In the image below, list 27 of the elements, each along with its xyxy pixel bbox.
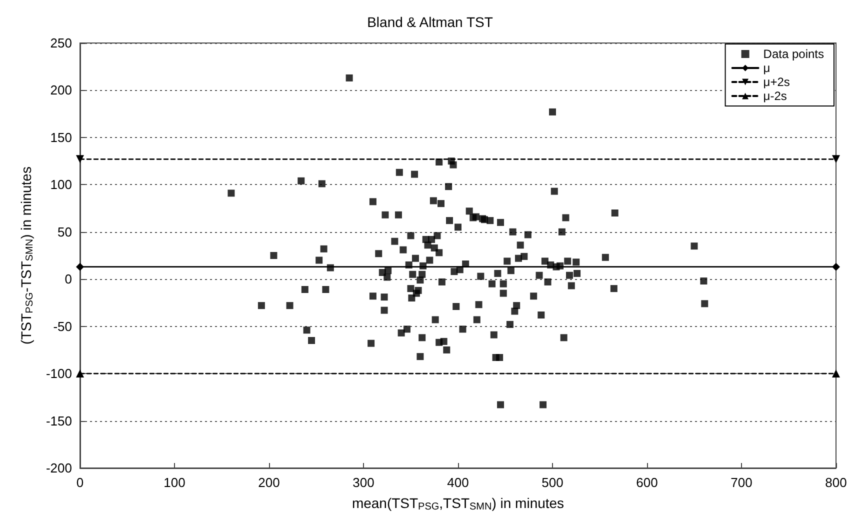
point <box>76 262 84 271</box>
y-tick-label: -100 <box>46 366 72 382</box>
y-tick-label: 250 <box>50 36 72 50</box>
y-tick-label: 0 <box>64 272 72 287</box>
y-tick-label: 50 <box>58 224 72 240</box>
y-tick-label: -50 <box>53 318 72 334</box>
legend-label: Data points <box>763 47 824 61</box>
x-tick-label: 700 <box>730 475 752 490</box>
legend-label: μ <box>763 61 770 75</box>
x-tick-label: 100 <box>164 475 186 490</box>
y-axis-title: (TSTPSG-TSTSMN) in minutes <box>18 166 36 344</box>
y-tick-label: -150 <box>46 413 72 428</box>
y-tick-label: 200 <box>50 82 72 98</box>
legend-label: μ-2s <box>763 89 787 103</box>
y-tick-label: 150 <box>50 130 72 145</box>
y-tick-label: 100 <box>50 177 72 192</box>
y-tick-label: -200 <box>46 460 72 476</box>
point <box>832 262 840 271</box>
x-tick-label: 200 <box>258 475 280 490</box>
chart-title: Bland & Altman TST <box>367 14 494 30</box>
x-tick-label: 300 <box>352 475 374 490</box>
x-tick-label: 400 <box>447 475 469 490</box>
x-tick-label: 600 <box>636 475 658 490</box>
x-tick-label: 800 <box>825 475 847 490</box>
legend-label: μ+2s <box>763 75 790 89</box>
x-tick-label: 500 <box>542 475 564 490</box>
x-tick-label: 0 <box>76 475 84 490</box>
